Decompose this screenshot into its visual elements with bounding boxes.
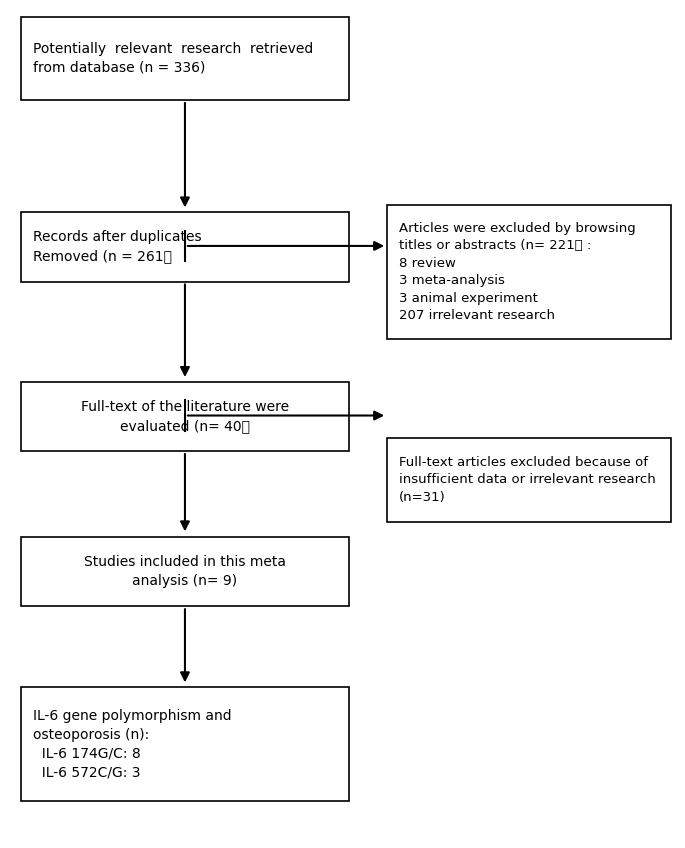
Text: Records after duplicates
Removed (n = 261）: Records after duplicates Removed (n = 26… <box>33 231 201 263</box>
Text: Full-text articles excluded because of
insufficient data or irrelevant research
: Full-text articles excluded because of i… <box>399 456 656 504</box>
Text: Potentially  relevant  research  retrieved
from database (n = 336): Potentially relevant research retrieved … <box>33 42 313 75</box>
Bar <box>21 687 349 801</box>
Text: IL-6 gene polymorphism and
osteoporosis (n):
  IL-6 174G/C: 8
  IL-6 572C/G: 3: IL-6 gene polymorphism and osteoporosis … <box>33 709 232 779</box>
Text: Articles were excluded by browsing
titles or abstracts (n= 221） :
8 review
3 met: Articles were excluded by browsing title… <box>399 222 636 322</box>
Bar <box>21 537 349 606</box>
Bar <box>21 212 349 282</box>
Text: Studies included in this meta
analysis (n= 9): Studies included in this meta analysis (… <box>84 555 286 588</box>
Bar <box>21 382 349 451</box>
Bar <box>21 17 349 100</box>
Text: Full-text of the literature were
evaluated (n= 40）: Full-text of the literature were evaluat… <box>81 400 289 432</box>
Bar <box>387 205 671 339</box>
Bar <box>387 438 671 522</box>
